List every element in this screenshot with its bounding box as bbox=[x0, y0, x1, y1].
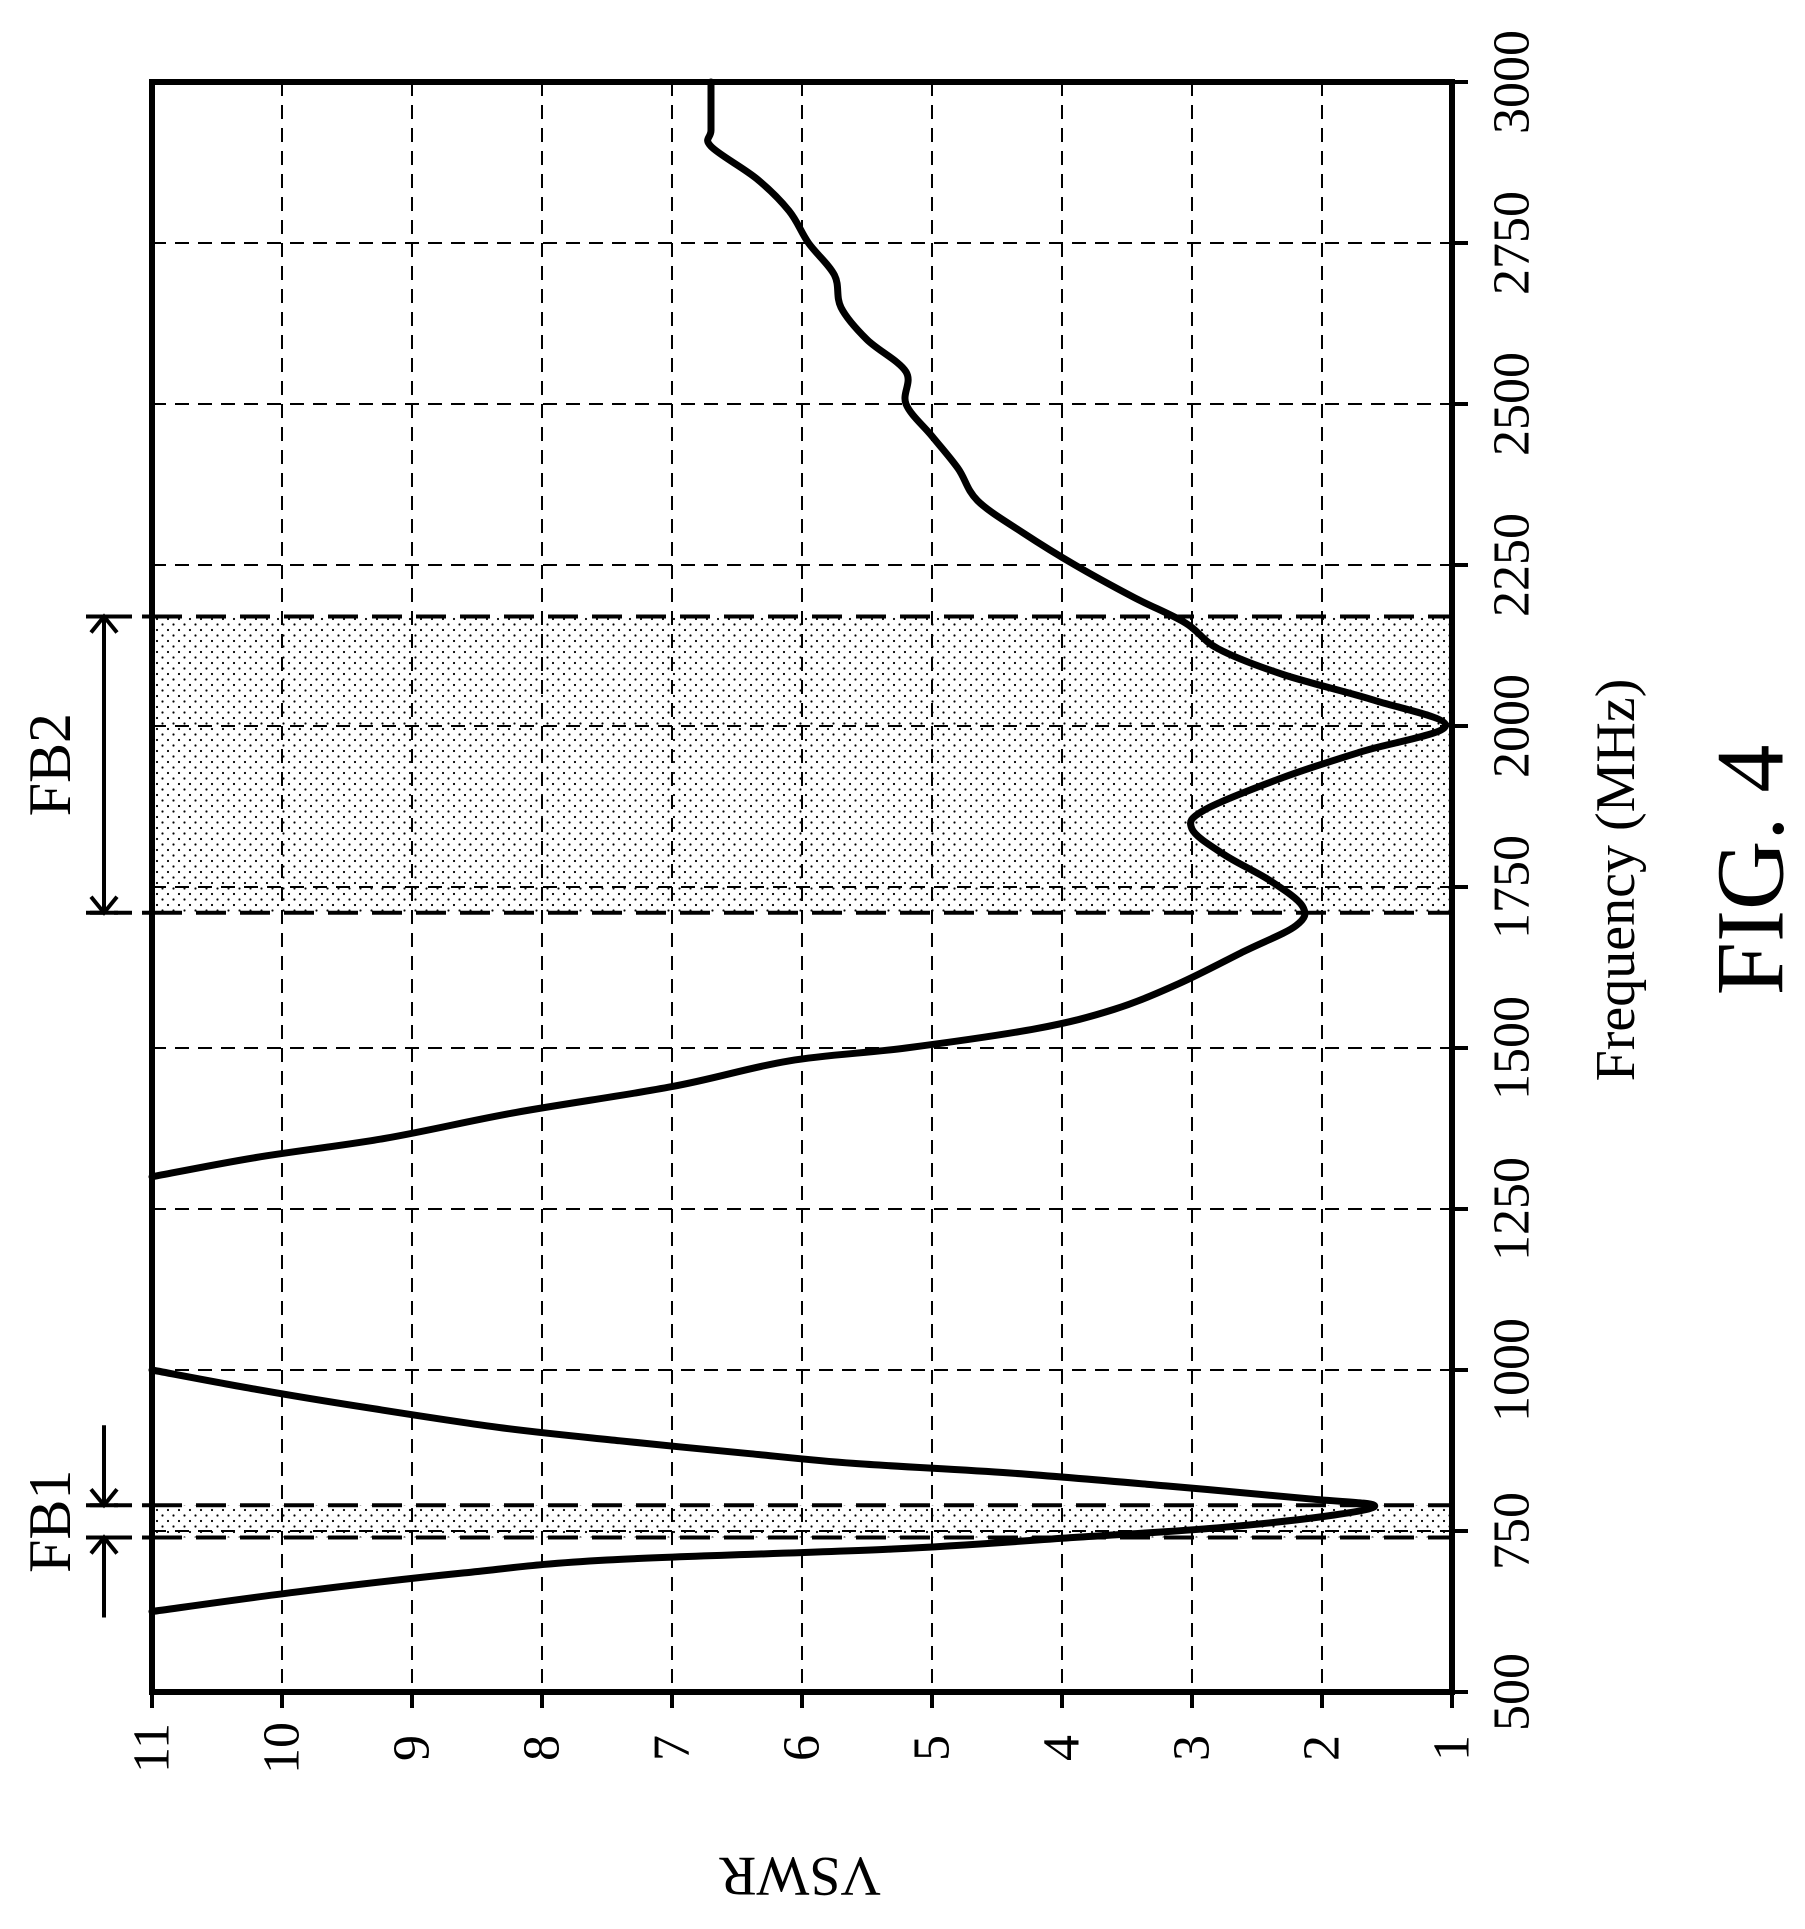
x-axis-label: Frequency (MHz) bbox=[1585, 679, 1647, 1082]
band-arrow-head bbox=[89, 1487, 119, 1509]
y-tick-label: 1 bbox=[1424, 1735, 1481, 1761]
x-tick-label: 2500 bbox=[1484, 352, 1541, 456]
y-tick-label: 6 bbox=[774, 1735, 831, 1761]
y-tick-label: 10 bbox=[254, 1722, 311, 1774]
vswr-curves bbox=[148, 78, 1449, 1615]
y-tick-label: 9 bbox=[384, 1735, 441, 1761]
grid-lines bbox=[152, 82, 1452, 1692]
band-arrow-head bbox=[89, 1534, 119, 1555]
band-markers: FB1 FB2 bbox=[17, 613, 152, 1618]
y-tick-label: 4 bbox=[1034, 1735, 1091, 1761]
y-tick-label: 5 bbox=[904, 1735, 961, 1761]
band-label-fb2: FB2 bbox=[17, 713, 83, 816]
x-tick-label: 1000 bbox=[1484, 1318, 1541, 1422]
y-tick-label: 2 bbox=[1294, 1735, 1351, 1761]
tick-labels: 500 750 1000 1250 1500 1750 2000 2250 2500 2750 30… bbox=[124, 30, 1541, 1774]
vswr-curve-1 bbox=[148, 1366, 1379, 1615]
y-tick-label: 7 bbox=[644, 1735, 701, 1761]
y-axis-label: VSWR bbox=[718, 1845, 880, 1907]
x-tick-label: 1500 bbox=[1484, 996, 1541, 1100]
y-tick-label: 11 bbox=[124, 1723, 181, 1773]
x-tick-label: 1750 bbox=[1484, 835, 1541, 939]
axis-labels: Frequency (MHz) VSWR FIG. 4 bbox=[718, 679, 1803, 1907]
band-edges bbox=[152, 614, 1452, 1540]
x-tick-label: 500 bbox=[1484, 1653, 1541, 1731]
y-tick-label: 8 bbox=[514, 1735, 571, 1761]
y-tick-label: 3 bbox=[1164, 1735, 1221, 1761]
vswr-curve-2 bbox=[148, 78, 1449, 1181]
band-arrow-head bbox=[89, 895, 119, 916]
x-tick-label: 1250 bbox=[1484, 1157, 1541, 1261]
x-tick-label: 2250 bbox=[1484, 513, 1541, 617]
x-tick-label: 750 bbox=[1484, 1492, 1541, 1570]
band-arrow-head bbox=[89, 613, 119, 634]
x-tick-label: 2000 bbox=[1484, 674, 1541, 778]
figure-caption: FIG. 4 bbox=[1697, 745, 1804, 996]
band-label-fb1: FB1 bbox=[17, 1470, 83, 1573]
x-tick-label: 2750 bbox=[1484, 191, 1541, 295]
x-tick-label: 3000 bbox=[1484, 30, 1541, 134]
